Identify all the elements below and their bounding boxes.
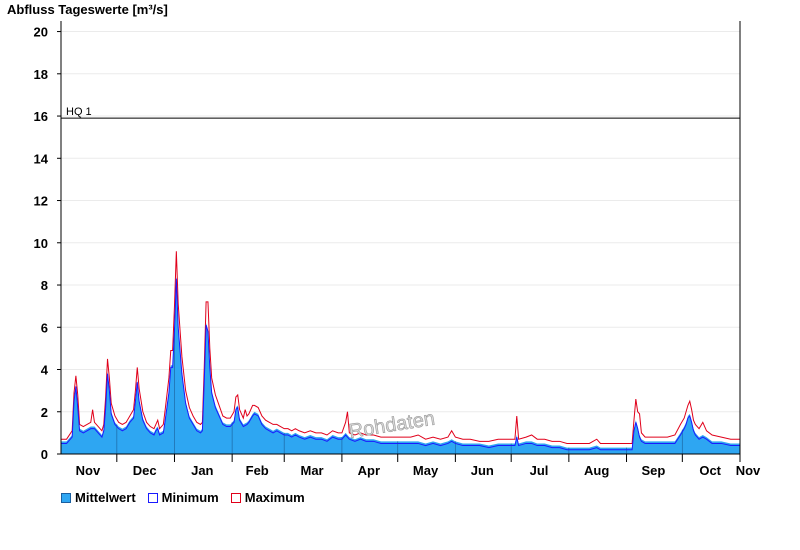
grid-lines	[61, 31, 740, 413]
x-tick-label: Jun	[471, 463, 494, 478]
x-tick-label: Aug	[584, 463, 609, 478]
y-tick-label: 8	[41, 278, 48, 293]
axes: 0 2 4 6 8 10 12 14 16 18 20 Nov Dec Jan Feb Mar Apr May Ju…	[34, 21, 761, 478]
y-tick-label: 0	[41, 447, 48, 462]
series-lines	[61, 251, 740, 451]
reference-line-group: HQ 1	[61, 106, 740, 119]
legend-label: Mittelwert	[75, 490, 136, 505]
min-line	[61, 278, 740, 451]
plot-background	[61, 21, 740, 454]
max-line	[61, 251, 740, 444]
x-tick-label: Nov	[76, 463, 101, 478]
x-tick-label: Dec	[133, 463, 157, 478]
y-tick-label: 14	[34, 151, 49, 166]
hq1-label: HQ 1	[66, 106, 92, 118]
x-tick-label: Jul	[530, 463, 549, 478]
y-tick-label: 18	[34, 67, 48, 82]
legend-label: Minimum	[161, 490, 219, 505]
y-tick-label: 16	[34, 109, 48, 124]
y-tick-label: 2	[41, 405, 48, 420]
x-tick-label: Sep	[642, 463, 666, 478]
legend-item-max: Maximum	[230, 490, 305, 505]
legend-swatch	[147, 492, 158, 503]
x-tick-label: May	[413, 463, 439, 478]
x-tick-label: Apr	[358, 463, 380, 478]
legend-swatch	[61, 492, 71, 503]
y-tick-label: 4	[41, 363, 49, 378]
x-tick-label: Feb	[246, 463, 269, 478]
x-tick-label: Nov	[736, 463, 761, 478]
mean-area	[61, 276, 740, 454]
legend-item-mean: Mittelwert	[61, 490, 136, 505]
legend-swatch	[230, 492, 241, 503]
x-tick-label: Oct	[699, 463, 721, 478]
y-tick-label: 12	[34, 194, 48, 209]
legend-item-min: Minimum	[147, 490, 219, 505]
y-tick-label: 10	[34, 236, 48, 251]
y-tick-label: 6	[41, 320, 48, 335]
legend: Mittelwert Minimum Maximum	[61, 490, 305, 505]
series-area	[61, 276, 740, 454]
legend-label: Maximum	[244, 490, 305, 505]
x-tick-label: Mar	[301, 463, 324, 478]
chart-title: Abfluss Tageswerte [m³/s]	[7, 2, 168, 17]
y-tick-label: 20	[34, 25, 48, 40]
x-tick-label: Jan	[191, 463, 213, 478]
